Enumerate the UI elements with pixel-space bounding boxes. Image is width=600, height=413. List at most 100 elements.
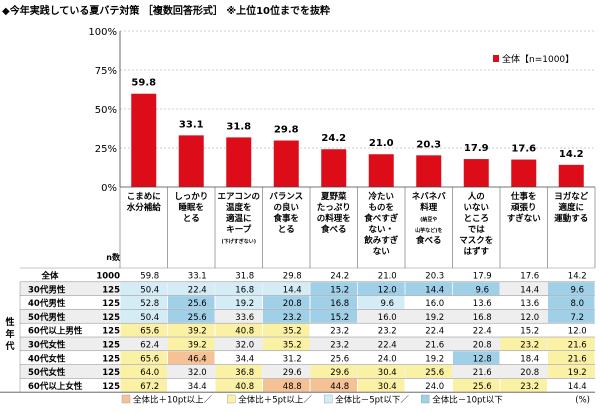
bar (178, 135, 204, 187)
highlight-cell (215, 323, 262, 337)
legend-swatch (493, 55, 499, 62)
table-cell: 39.2 (188, 341, 207, 351)
table-cell: 14.4 (425, 285, 444, 295)
category-label: の料理を (317, 213, 351, 224)
table-cell: 20.8 (520, 368, 539, 378)
bar-value-label: 31.8 (226, 121, 251, 132)
category-label: 食べすぎ (364, 213, 399, 224)
table-cell: 34.4 (188, 382, 207, 392)
highlight-cell (120, 365, 167, 378)
bar-value-label: 17.6 (511, 144, 536, 155)
highlight-cell (120, 323, 167, 337)
table-cell: 29.6 (283, 368, 302, 378)
table-cell: 24.2 (330, 272, 349, 282)
category-label: ネバネバ (412, 191, 447, 202)
highlight-cell (263, 337, 310, 351)
table-cell: 7.2 (570, 313, 584, 323)
highlight-cell (358, 365, 405, 378)
row-label: 40代男性 (28, 298, 66, 309)
category-label: 食べる (321, 224, 347, 235)
row-label: 60代以上女性 (28, 381, 83, 392)
table-cell: 20.8 (283, 299, 302, 309)
table-cell: 9.6 (570, 285, 584, 295)
highlight-cell (263, 309, 310, 323)
highlight-cell (310, 282, 357, 296)
table-cell: 16.8 (330, 299, 349, 309)
highlight-cell (548, 296, 595, 309)
category-label: (下げすぎない) (221, 238, 256, 245)
highlight-cell (168, 323, 215, 337)
table-cell: 12.8 (473, 354, 492, 364)
table-cell: 46.4 (188, 354, 207, 364)
highlight-cell (168, 351, 215, 365)
category-label: 運動する (554, 213, 588, 224)
category-label: ところ (463, 214, 489, 224)
row-label: 40代女性 (28, 353, 66, 364)
bar (368, 154, 394, 187)
y-tick-label: 50% (95, 105, 117, 116)
highlight-cell (168, 337, 215, 351)
row-n: 125 (102, 382, 120, 392)
table-cell: 23.2 (330, 341, 349, 351)
table-cell: 9.6 (380, 299, 394, 309)
footer-legend-label: 全体比＋10pt以上／ (133, 395, 213, 406)
highlight-cell (453, 282, 500, 296)
table-cell: 22.4 (378, 341, 397, 351)
bar-value-label: 29.8 (274, 125, 299, 136)
category-label: (納豆や (420, 216, 437, 223)
category-label: ものを (368, 203, 394, 213)
category-label: すぎない (507, 213, 541, 224)
highlight-cell (310, 365, 357, 378)
table-cell: 14.4 (568, 382, 587, 392)
table-cell: 14.4 (520, 285, 539, 295)
table-cell: 29.8 (283, 272, 302, 282)
highlight-cell (358, 378, 405, 392)
bar-value-label: 59.8 (131, 78, 156, 89)
table-cell: 35.2 (283, 341, 302, 351)
table-cell: 17.9 (473, 272, 492, 282)
table-cell: 65.6 (140, 327, 159, 337)
highlight-cell (453, 351, 500, 365)
category-label: 仕事を (510, 191, 537, 202)
table-cell: 19.2 (235, 299, 254, 309)
group-label-char: 代 (4, 340, 14, 352)
footer-legend-swatch (421, 394, 430, 404)
table-cell: 21.6 (425, 341, 444, 351)
row-n: 125 (102, 285, 120, 295)
bar-value-label: 33.1 (179, 119, 204, 130)
legend-label: 全体【n=1000】 (502, 53, 574, 65)
table-cell: 29.6 (330, 368, 349, 378)
highlight-cell (405, 282, 452, 296)
table-cell: 16.0 (378, 313, 397, 323)
highlight-cell (548, 282, 595, 296)
footer-legend-swatch (121, 394, 131, 404)
row-n: 125 (102, 354, 120, 364)
table-cell: 19.2 (568, 368, 587, 378)
highlight-cell (215, 296, 262, 309)
highlight-cell (263, 296, 310, 309)
category-label: たっぷり (317, 202, 351, 213)
bar (273, 140, 299, 187)
category-label: はずす (463, 246, 489, 257)
table-cell: 16.8 (473, 313, 492, 323)
bar (321, 149, 347, 187)
highlight-cell (120, 378, 167, 392)
table-cell: 50.4 (140, 285, 159, 295)
table-cell: 25.6 (473, 382, 492, 392)
table-cell: 30.4 (378, 368, 397, 378)
bar-value-label: 17.9 (464, 143, 489, 154)
table-cell: 35.2 (283, 327, 302, 337)
table-cell: 33.6 (235, 313, 254, 323)
highlight-cell (405, 365, 452, 378)
category-label: 食事を (273, 213, 299, 224)
highlight-cell (453, 378, 500, 392)
bar (226, 137, 252, 187)
table-cell: 64.0 (140, 368, 159, 378)
y-tick-label: 0% (101, 183, 117, 194)
y-tick-label: 25% (95, 144, 117, 155)
category-label: 睡眠を (178, 202, 204, 213)
highlight-cell (168, 309, 215, 323)
bar (463, 159, 489, 187)
category-label: ない (373, 247, 390, 257)
